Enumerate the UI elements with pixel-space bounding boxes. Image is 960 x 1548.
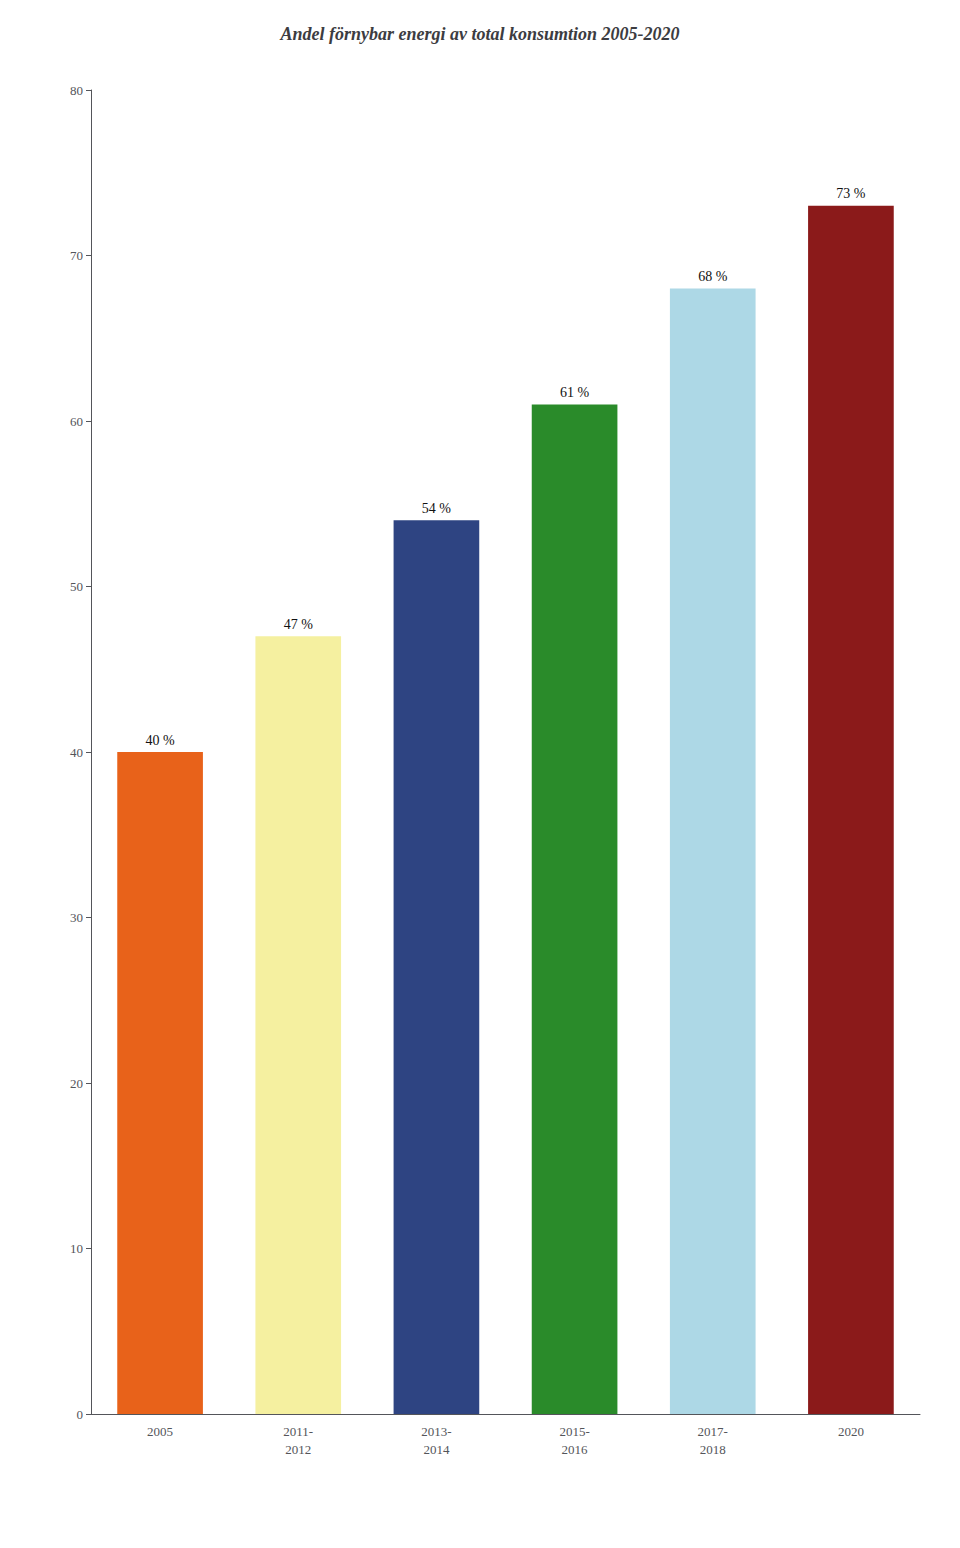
- svg-text:47 %: 47 %: [284, 617, 314, 632]
- svg-text:50: 50: [70, 579, 83, 594]
- svg-text:2011-: 2011-: [283, 1424, 313, 1439]
- svg-text:Andel förnybar energi av total: Andel förnybar energi av total konsumtio…: [279, 24, 679, 44]
- svg-text:73 %: 73 %: [836, 186, 866, 201]
- svg-text:2013-: 2013-: [421, 1424, 451, 1439]
- svg-text:40: 40: [70, 745, 83, 760]
- svg-text:40 %: 40 %: [145, 733, 175, 748]
- svg-text:80: 80: [70, 83, 83, 98]
- svg-text:2012: 2012: [285, 1442, 311, 1457]
- svg-text:68 %: 68 %: [698, 269, 728, 284]
- svg-text:2005: 2005: [147, 1424, 173, 1439]
- svg-text:2016: 2016: [562, 1442, 589, 1457]
- svg-text:30: 30: [70, 910, 83, 925]
- svg-text:54 %: 54 %: [422, 501, 452, 516]
- svg-text:2015-: 2015-: [559, 1424, 589, 1439]
- svg-text:2014: 2014: [423, 1442, 450, 1457]
- svg-text:2018: 2018: [700, 1442, 726, 1457]
- svg-text:60: 60: [70, 414, 83, 429]
- svg-text:61 %: 61 %: [560, 385, 590, 400]
- svg-text:10: 10: [70, 1241, 83, 1256]
- svg-text:20: 20: [70, 1076, 83, 1091]
- svg-text:70: 70: [70, 248, 83, 263]
- svg-text:2020: 2020: [838, 1424, 864, 1439]
- svg-text:0: 0: [77, 1407, 84, 1422]
- svg-text:2017-: 2017-: [698, 1424, 728, 1439]
